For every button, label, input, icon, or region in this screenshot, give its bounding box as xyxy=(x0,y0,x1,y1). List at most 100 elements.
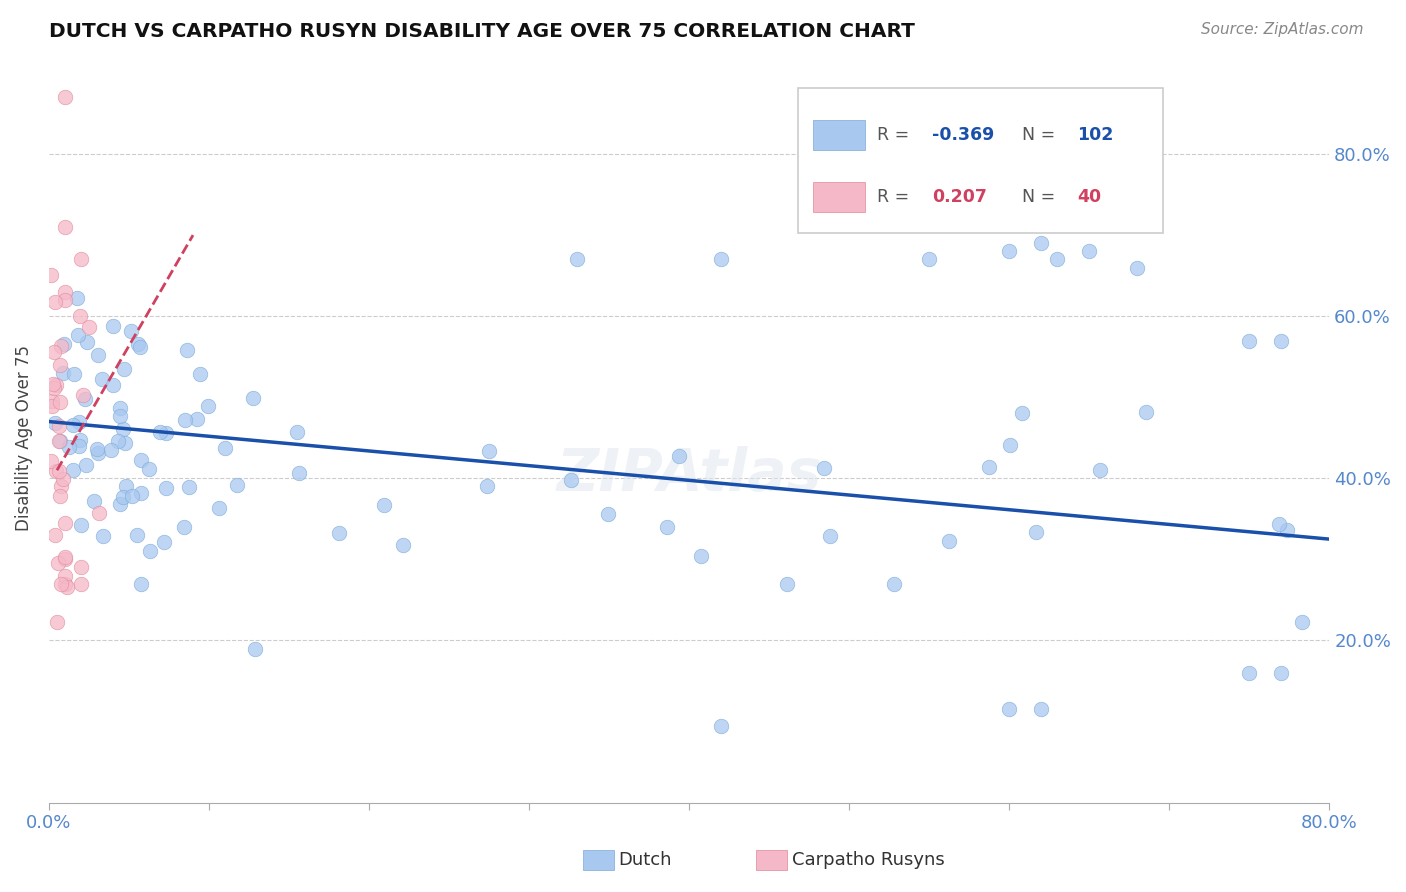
Text: ZIPAtlas: ZIPAtlas xyxy=(557,446,821,503)
Point xyxy=(87,506,110,520)
Point xyxy=(131,452,153,467)
Point xyxy=(67,439,90,453)
Point xyxy=(45,378,67,392)
Point xyxy=(69,433,91,447)
Point xyxy=(111,490,134,504)
Point xyxy=(1078,244,1101,259)
Point xyxy=(53,293,76,307)
Point xyxy=(1025,524,1047,539)
Point xyxy=(883,577,905,591)
FancyBboxPatch shape xyxy=(799,87,1163,234)
Point xyxy=(75,392,97,406)
Point xyxy=(53,219,76,234)
Point xyxy=(1135,405,1157,419)
Text: Carpatho Rusyns: Carpatho Rusyns xyxy=(792,851,945,869)
Point xyxy=(108,497,131,511)
Point xyxy=(173,520,195,534)
Point xyxy=(107,434,129,448)
Bar xyxy=(813,183,865,211)
Point xyxy=(53,516,76,530)
Point xyxy=(689,549,711,564)
Point xyxy=(66,291,89,305)
Bar xyxy=(813,120,865,150)
Point xyxy=(91,529,114,543)
Point xyxy=(91,372,114,386)
Point xyxy=(112,422,135,436)
Point xyxy=(668,449,690,463)
Point xyxy=(44,528,66,542)
Point xyxy=(44,295,66,310)
Point xyxy=(70,518,93,533)
Point xyxy=(1270,334,1292,348)
Point xyxy=(70,560,93,574)
Point xyxy=(1291,615,1313,629)
Point xyxy=(938,534,960,549)
Point xyxy=(1088,463,1111,477)
Point xyxy=(108,401,131,416)
Point xyxy=(70,576,93,591)
Point xyxy=(53,90,76,104)
Text: Dutch: Dutch xyxy=(619,851,672,869)
Point xyxy=(75,458,97,473)
Point xyxy=(186,412,208,426)
Text: N =: N = xyxy=(1022,188,1060,206)
Point xyxy=(1046,252,1069,267)
Point xyxy=(72,388,94,402)
Point xyxy=(49,489,72,503)
Point xyxy=(998,438,1021,452)
Point xyxy=(76,334,98,349)
Point xyxy=(153,535,176,549)
Point xyxy=(208,501,231,516)
Point xyxy=(49,358,72,372)
Point xyxy=(328,526,350,541)
Point xyxy=(114,479,136,493)
Y-axis label: Disability Age Over 75: Disability Age Over 75 xyxy=(15,345,32,531)
Point xyxy=(1239,665,1261,680)
Point xyxy=(1011,405,1033,419)
Point xyxy=(70,252,93,267)
Point xyxy=(49,434,72,448)
Point xyxy=(53,550,76,565)
Point xyxy=(45,464,67,478)
Point xyxy=(155,425,177,440)
Point xyxy=(100,443,122,458)
Point xyxy=(127,337,149,351)
Point xyxy=(214,442,236,456)
Point xyxy=(918,252,941,267)
Point xyxy=(46,557,69,571)
Point xyxy=(39,453,62,467)
Point xyxy=(1267,517,1289,532)
Point xyxy=(565,252,588,267)
Point xyxy=(818,529,841,543)
Point xyxy=(83,493,105,508)
Point xyxy=(62,418,84,433)
Point xyxy=(63,367,86,381)
Point xyxy=(121,490,143,504)
Point xyxy=(977,459,1000,474)
Point xyxy=(138,461,160,475)
Point xyxy=(560,473,582,487)
Point xyxy=(655,520,678,534)
Point xyxy=(53,568,76,582)
Point xyxy=(813,461,835,475)
Point xyxy=(41,376,63,391)
Point xyxy=(58,440,80,454)
Point xyxy=(373,498,395,512)
Point xyxy=(49,479,72,493)
Point xyxy=(103,319,125,334)
Point xyxy=(1031,702,1053,716)
Point xyxy=(127,527,149,541)
Point xyxy=(66,328,89,343)
Point xyxy=(197,400,219,414)
Point xyxy=(120,324,142,338)
Text: N =: N = xyxy=(1022,126,1060,144)
Text: 40: 40 xyxy=(1077,188,1101,206)
Point xyxy=(56,580,79,594)
Point xyxy=(776,576,799,591)
Point xyxy=(86,446,108,460)
Text: R =: R = xyxy=(877,188,915,206)
Point xyxy=(1270,665,1292,680)
Text: 102: 102 xyxy=(1077,126,1114,144)
Point xyxy=(129,340,152,354)
Point xyxy=(53,576,76,591)
